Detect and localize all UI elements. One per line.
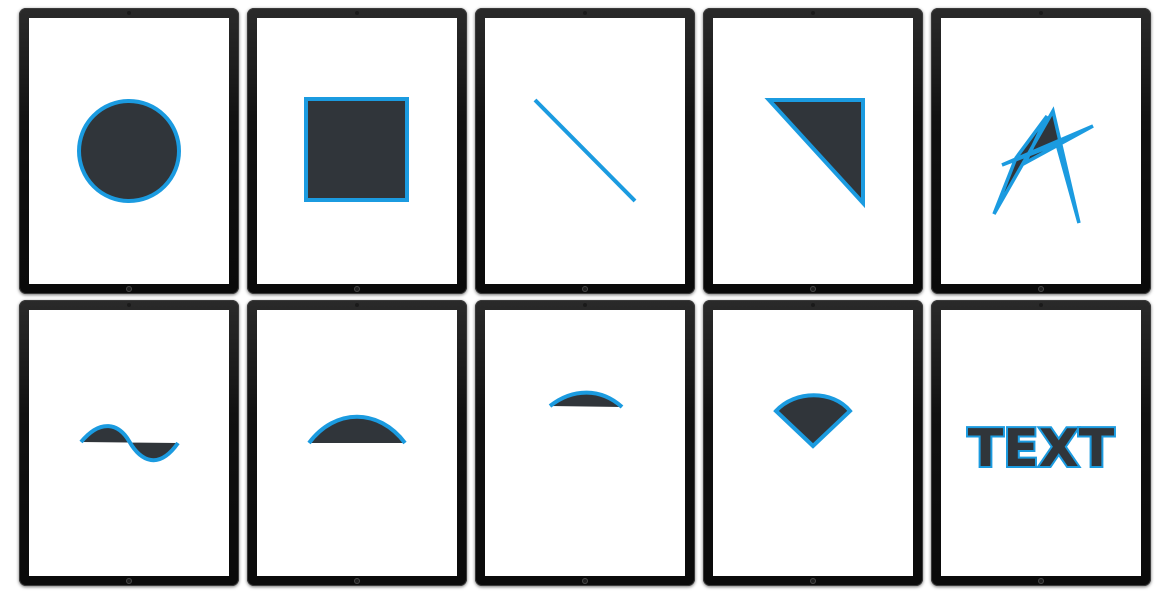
tablet-circle	[19, 8, 239, 294]
circle-shape	[77, 99, 181, 203]
camera-dot	[127, 303, 131, 307]
camera-dot	[811, 11, 815, 15]
camera-dot	[811, 303, 815, 307]
home-button	[810, 286, 816, 292]
camera-dot	[1039, 303, 1043, 307]
triangle-shape	[764, 98, 865, 209]
small-arch-shape	[548, 390, 624, 409]
home-button	[126, 286, 132, 292]
line-shape	[533, 98, 637, 203]
tablet-triangle	[703, 8, 923, 294]
tablet-line	[475, 8, 695, 294]
square-shape	[304, 97, 409, 202]
wave-shape	[79, 424, 180, 463]
camera-dot	[127, 11, 131, 15]
camera-dot	[355, 11, 359, 15]
tablet-wave	[19, 300, 239, 586]
scribble-star-shape	[992, 106, 1094, 224]
tablet-screen	[485, 18, 685, 284]
tablet-screen	[29, 18, 229, 284]
camera-dot	[355, 303, 359, 307]
camera-dot	[1039, 11, 1043, 15]
tablet-screen	[29, 310, 229, 576]
home-button	[810, 578, 816, 584]
tablet-small-arch	[475, 300, 695, 586]
camera-dot	[583, 11, 587, 15]
tablet-screen	[713, 18, 913, 284]
tablet-screen	[941, 18, 1141, 284]
tablet-screen	[713, 310, 913, 576]
text-shape: TEXT	[966, 417, 1117, 481]
home-button	[126, 578, 132, 584]
home-button	[1038, 286, 1044, 292]
tablet-screen	[257, 18, 457, 284]
tablet-screen: TEXT	[941, 310, 1141, 576]
fan-shape	[773, 393, 853, 449]
home-button	[354, 578, 360, 584]
home-button	[582, 286, 588, 292]
camera-dot	[583, 303, 587, 307]
home-button	[1038, 578, 1044, 584]
tablet-text: TEXT	[931, 300, 1151, 586]
tablet-scribble-star	[931, 8, 1151, 294]
arch-shape	[307, 414, 407, 445]
home-button	[354, 286, 360, 292]
tablet-fan	[703, 300, 923, 586]
tablet-screen	[485, 310, 685, 576]
tablet-square	[247, 8, 467, 294]
text-shape-label: TEXT	[968, 419, 1115, 479]
tablet-screen	[257, 310, 457, 576]
tablet-arch	[247, 300, 467, 586]
home-button	[582, 578, 588, 584]
